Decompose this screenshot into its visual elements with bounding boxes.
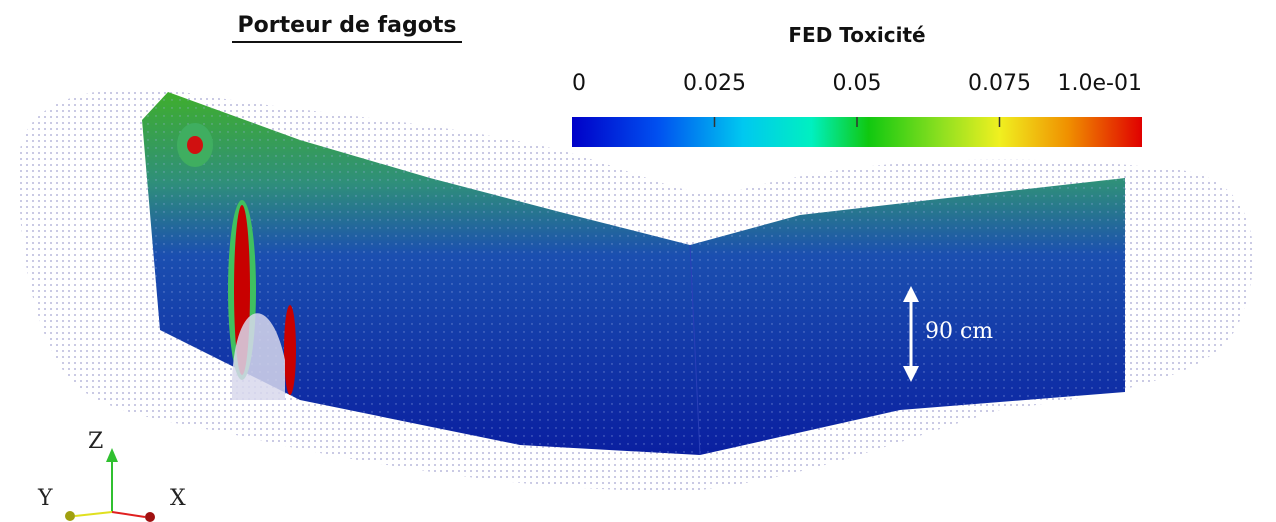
axis-label: Y xyxy=(37,486,53,511)
colorbar-tick-label: 0.025 xyxy=(683,71,746,96)
axis-label: Z xyxy=(88,429,103,454)
colorbar-tick-label: 0 xyxy=(572,71,586,96)
fold-edge xyxy=(689,244,701,456)
colorbar-tick-label: 0.075 xyxy=(968,71,1031,96)
hot-plume xyxy=(284,305,296,395)
slice-wall-dots xyxy=(142,92,1125,455)
axis-label: X xyxy=(170,486,186,511)
orientation-axes xyxy=(65,448,155,522)
height-arrow xyxy=(903,286,919,382)
colorbar-tick-label: 0.05 xyxy=(833,71,882,96)
title: Porteur de fagots xyxy=(238,13,457,38)
annotation: 90 cm xyxy=(925,319,993,344)
colorbar-title: FED Toxicité xyxy=(788,23,925,47)
doorway xyxy=(232,313,285,400)
colorbar-tick-label: 1.0e-01 xyxy=(1058,71,1142,96)
hot-spot xyxy=(187,136,203,154)
